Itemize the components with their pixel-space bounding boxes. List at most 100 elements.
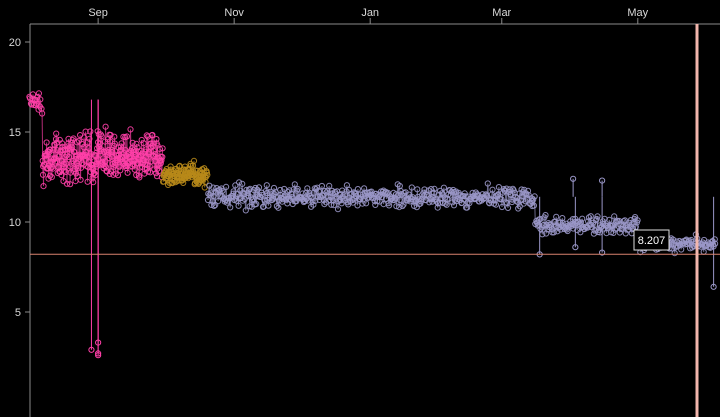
data-point <box>79 141 86 148</box>
data-point <box>447 192 454 199</box>
series-1 <box>160 157 211 191</box>
data-point <box>35 106 42 113</box>
data-point <box>341 197 348 204</box>
data-point <box>543 230 550 237</box>
data-point <box>166 179 173 186</box>
data-point <box>306 189 313 196</box>
data-point <box>206 191 213 198</box>
data-point <box>265 202 272 209</box>
x-tick-label: Mar <box>492 7 511 19</box>
data-point <box>40 183 47 190</box>
data-point <box>261 197 268 204</box>
data-point <box>554 228 561 235</box>
data-point <box>349 199 356 206</box>
data-point <box>210 184 217 191</box>
data-point <box>223 183 230 190</box>
x-tick-label: May <box>627 7 648 19</box>
data-point <box>440 184 447 191</box>
data-point <box>610 229 617 236</box>
data-point <box>60 160 67 167</box>
data-point <box>255 184 263 191</box>
data-point <box>512 193 519 200</box>
data-point <box>567 221 574 228</box>
data-point <box>433 198 440 205</box>
data-point <box>215 198 222 205</box>
data-point <box>504 204 512 211</box>
data-point <box>119 153 126 160</box>
data-point <box>74 173 81 180</box>
data-point <box>294 185 301 193</box>
data-point <box>570 225 577 232</box>
data-point <box>67 181 74 188</box>
data-point <box>138 136 145 144</box>
data-point <box>299 190 306 197</box>
data-point <box>286 187 293 194</box>
data-point <box>524 187 532 194</box>
data-point <box>61 167 68 174</box>
data-point <box>87 128 94 135</box>
data-point <box>204 171 211 179</box>
y-tick-label: 15 <box>9 127 21 139</box>
data-point <box>136 174 143 181</box>
data-point <box>129 139 136 146</box>
data-point <box>275 204 282 211</box>
data-point <box>550 229 557 236</box>
data-point <box>258 191 265 198</box>
data-point <box>393 203 400 210</box>
data-point <box>326 182 333 189</box>
outlier-point <box>710 283 717 290</box>
data-point <box>508 198 516 206</box>
data-point <box>616 217 623 225</box>
data-point <box>325 193 332 200</box>
data-point <box>140 140 147 147</box>
data-point <box>249 197 256 204</box>
data-point <box>498 196 505 203</box>
data-point <box>414 186 421 193</box>
data-point <box>400 201 407 208</box>
y-tick-label: 10 <box>9 217 21 229</box>
data-point <box>431 185 438 192</box>
outlier-point <box>572 244 579 251</box>
data-point <box>235 202 242 209</box>
data-point <box>341 191 348 198</box>
data-point <box>381 190 388 197</box>
data-point <box>152 150 159 158</box>
data-point <box>492 201 499 208</box>
data-point <box>334 206 342 213</box>
data-point <box>153 136 160 143</box>
x-tick-label: Nov <box>224 7 244 19</box>
data-point <box>75 165 82 172</box>
data-point <box>421 186 428 193</box>
data-point <box>118 140 125 147</box>
data-point <box>634 217 641 224</box>
data-point <box>124 169 131 176</box>
data-point <box>486 200 493 207</box>
data-point <box>291 181 298 188</box>
y-tick-label: 20 <box>9 37 21 49</box>
tooltip-value: 8.207 <box>638 235 666 247</box>
data-point <box>62 153 69 161</box>
data-point <box>611 213 618 220</box>
data-point <box>106 138 114 145</box>
data-point <box>354 186 361 193</box>
data-point <box>438 190 446 197</box>
data-point <box>537 215 544 223</box>
data-point <box>239 180 246 187</box>
data-point <box>78 160 86 167</box>
data-point <box>39 110 46 117</box>
data-point <box>592 221 599 228</box>
data-point <box>461 190 468 197</box>
data-point <box>356 195 363 203</box>
series-0 <box>26 90 166 359</box>
outlier-point <box>88 346 95 353</box>
data-point <box>230 188 237 195</box>
data-point <box>71 166 78 173</box>
data-point <box>284 188 291 196</box>
data-point <box>252 184 259 192</box>
data-point <box>47 146 54 153</box>
x-axis: Sep Nov Jan Mar May <box>30 7 720 25</box>
data-point <box>407 194 414 201</box>
data-point <box>518 186 525 193</box>
data-point <box>134 144 141 151</box>
data-point <box>159 153 166 161</box>
